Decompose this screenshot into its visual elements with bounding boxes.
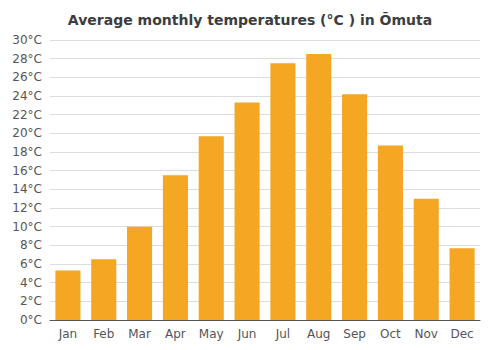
svg-text:Average monthly temperatures (: Average monthly temperatures (°C ) in Ōm… bbox=[68, 11, 432, 28]
svg-text:28°C: 28°C bbox=[12, 52, 42, 66]
svg-text:Aug: Aug bbox=[307, 327, 330, 341]
svg-text:8°C: 8°C bbox=[20, 238, 42, 252]
svg-text:24°C: 24°C bbox=[12, 89, 42, 103]
svg-text:Jun: Jun bbox=[237, 327, 257, 341]
svg-text:16°C: 16°C bbox=[12, 164, 42, 178]
svg-text:Apr: Apr bbox=[165, 327, 186, 341]
svg-text:Mar: Mar bbox=[128, 327, 151, 341]
svg-text:18°C: 18°C bbox=[12, 145, 42, 159]
svg-text:10°C: 10°C bbox=[12, 220, 42, 234]
svg-text:30°C: 30°C bbox=[12, 33, 42, 47]
svg-text:May: May bbox=[199, 327, 224, 341]
svg-text:14°C: 14°C bbox=[12, 182, 42, 196]
svg-text:26°C: 26°C bbox=[12, 70, 42, 84]
svg-text:6°C: 6°C bbox=[20, 257, 42, 271]
svg-text:20°C: 20°C bbox=[12, 126, 42, 140]
svg-text:Dec: Dec bbox=[450, 327, 473, 341]
svg-text:Nov: Nov bbox=[415, 327, 438, 341]
svg-text:22°C: 22°C bbox=[12, 108, 42, 122]
svg-text:Sep: Sep bbox=[343, 327, 366, 341]
svg-text:0°C: 0°C bbox=[20, 313, 42, 327]
svg-text:Feb: Feb bbox=[93, 327, 114, 341]
svg-text:2°C: 2°C bbox=[20, 294, 42, 308]
svg-text:12°C: 12°C bbox=[12, 201, 42, 215]
svg-text:Oct: Oct bbox=[380, 327, 401, 341]
svg-text:4°C: 4°C bbox=[20, 276, 42, 290]
svg-text:Jan: Jan bbox=[58, 327, 78, 341]
svg-text:Jul: Jul bbox=[275, 327, 290, 341]
